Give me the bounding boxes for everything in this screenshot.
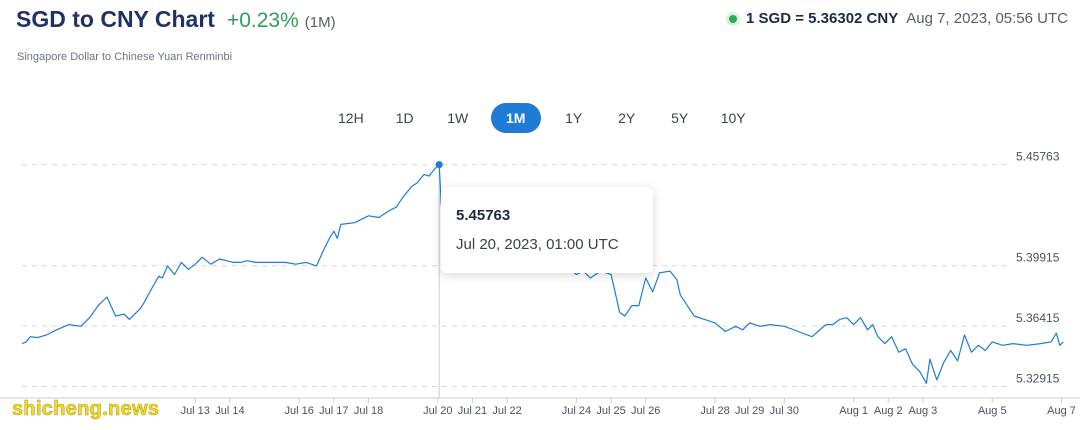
- rate-value: 1 SGD = 5.36302 CNY: [746, 10, 899, 27]
- y-tick-label: 5.39915: [1016, 251, 1060, 265]
- page-title: SGD to CNY Chart: [16, 6, 215, 32]
- x-tick-label: Jul 20: [423, 405, 452, 417]
- tab-10y[interactable]: 10Y: [720, 110, 746, 126]
- y-tick-label: 5.36415: [1016, 311, 1060, 325]
- watermark: shicheng.news: [12, 398, 160, 421]
- x-tick-label: Jul 25: [596, 405, 625, 417]
- y-tick-label: 5.45763: [1016, 150, 1060, 164]
- x-tick-label: Jul 29: [735, 405, 764, 417]
- chart-tooltip: 5.45763 Jul 20, 2023, 01:00 UTC: [441, 187, 653, 273]
- x-tick-label: Jul 26: [631, 405, 660, 417]
- x-tick-label: Jul 28: [700, 405, 729, 417]
- change-period: (1M): [304, 14, 336, 31]
- tab-1y[interactable]: 1Y: [565, 110, 583, 126]
- x-tick-label: Aug 3: [909, 405, 938, 417]
- x-tick-label: Aug 2: [874, 405, 903, 417]
- x-tick-label: Jul 18: [354, 405, 383, 417]
- x-tick-label: Jul 16: [285, 405, 314, 417]
- tooltip-value: 5.45763: [456, 207, 511, 224]
- chart-header: SGD to CNY Chart +0.23% (1M): [16, 6, 336, 38]
- change-percent: +0.23%: [226, 9, 299, 32]
- x-tick-label: Jul 13: [181, 405, 210, 417]
- x-tick-label: Jul 24: [562, 405, 591, 417]
- rate-timestamp: Aug 7, 2023, 05:56 UTC: [906, 10, 1068, 27]
- y-tick-label: 5.32915: [1016, 372, 1060, 386]
- x-tick-label: Jul 14: [215, 405, 244, 417]
- highlight-point: [435, 161, 443, 169]
- x-tick-label: Aug 1: [839, 405, 868, 417]
- current-rate: 1 SGD = 5.36302 CNY Aug 7, 2023, 05:56 U…: [729, 10, 1068, 27]
- x-tick-label: Aug 5: [978, 405, 1007, 417]
- live-status-icon: [729, 14, 738, 23]
- x-tick-label: Aug 7: [1047, 405, 1076, 417]
- line-chart[interactable]: 5.45763 5.39915 5.36415 5.32915 Jul 13 Jul 14…: [0, 150, 1080, 430]
- tab-1w[interactable]: 1W: [447, 110, 469, 126]
- tab-2y[interactable]: 2Y: [618, 110, 636, 126]
- tab-1d[interactable]: 1D: [395, 110, 414, 126]
- tab-12h[interactable]: 12H: [338, 110, 364, 126]
- x-tick-label: Jul 22: [492, 405, 521, 417]
- tooltip-date: Jul 20, 2023, 01:00 UTC: [456, 236, 619, 253]
- page-subtitle: Singapore Dollar to Chinese Yuan Renminb…: [17, 51, 233, 63]
- tab-1m[interactable]: 1M: [490, 103, 541, 133]
- x-tick-label: Jul 30: [770, 405, 799, 417]
- x-tick-label: Jul 17: [319, 405, 348, 417]
- timeframe-tabs: 12H 1D 1W 1M 1Y 2Y 5Y 10Y: [330, 103, 767, 133]
- tab-5y[interactable]: 5Y: [671, 110, 689, 126]
- x-tick-label: Jul 21: [458, 405, 487, 417]
